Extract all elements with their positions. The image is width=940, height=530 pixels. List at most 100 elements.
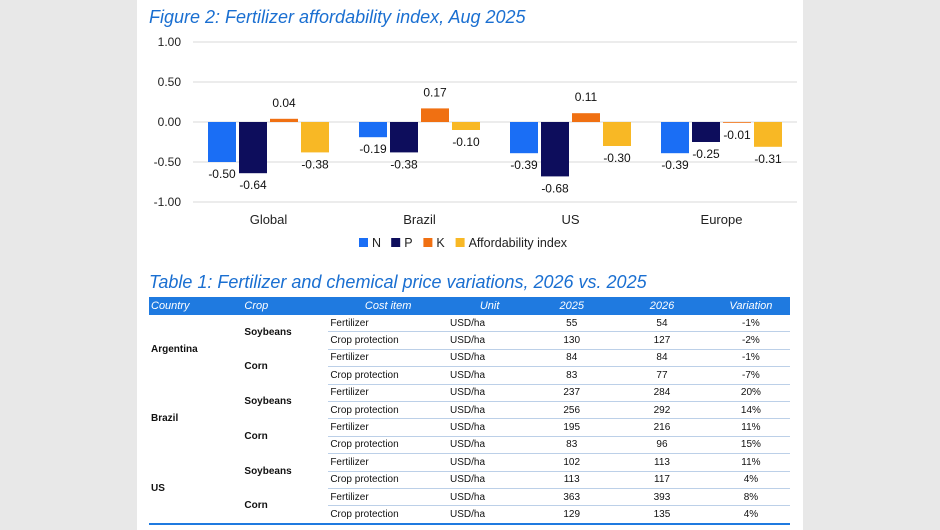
variation-cell: 4% — [711, 471, 790, 489]
bar-value-label: -0.39 — [510, 158, 538, 172]
bar — [603, 122, 631, 146]
crop-cell: Soybeans — [244, 465, 292, 477]
unit-cell: USD/ha — [447, 384, 532, 402]
cost-item-cell: Crop protection — [328, 366, 448, 385]
x-axis-labels: Global Brazil US Europe — [250, 212, 743, 227]
cost-item-cell: Crop protection — [328, 401, 448, 420]
bar — [390, 122, 418, 153]
bar-value-label: -0.50 — [208, 167, 236, 181]
unit-cell: USD/ha — [447, 488, 532, 507]
bar-value-label: -0.68 — [541, 181, 569, 195]
value-2026-cell: 117 — [612, 471, 712, 489]
table-header-row: Country Crop Cost item Unit 2025 2026 Va… — [149, 297, 790, 315]
bar — [270, 118, 298, 122]
value-2025-cell: 237 — [531, 384, 613, 402]
unit-cell: USD/ha — [447, 453, 532, 472]
value-2025-cell: 113 — [531, 471, 613, 489]
y-tick-label: 0.50 — [158, 75, 182, 89]
bar-value-label: -0.19 — [359, 142, 387, 156]
y-axis-ticks: 1.00 0.50 0.00 -0.50 -1.00 — [154, 35, 182, 209]
variation-cell: -2% — [711, 331, 790, 350]
value-2025-cell: 83 — [531, 436, 613, 455]
unit-cell: USD/ha — [447, 331, 532, 350]
header-variation: Variation — [711, 297, 790, 315]
bar-value-label: -0.64 — [239, 178, 267, 192]
table-row: Crop protection USD/ha 83 77 -7% — [149, 366, 790, 385]
cost-item-cell: Fertilizer — [328, 384, 448, 402]
value-2026-cell: 393 — [612, 488, 712, 507]
value-2025-cell: 102 — [531, 453, 613, 472]
header-unit: Unit — [447, 297, 532, 315]
cost-item-cell: Fertilizer — [328, 315, 448, 333]
bar-value-label: 0.11 — [575, 90, 598, 104]
legend-swatch — [423, 238, 433, 247]
bar-chart: 1.000.500.00-0.50-1.00 -0.50-0.640.04-0.… — [154, 35, 797, 250]
cost-item-cell: Fertilizer — [328, 418, 448, 437]
crop-cell: Soybeans — [244, 395, 292, 407]
crop-cell: Corn — [244, 361, 268, 373]
bar-value-label: 0.04 — [272, 96, 296, 110]
table-row: Crop protection USD/ha 129 135 4% — [149, 505, 790, 525]
x-tick-label: Global — [250, 212, 288, 227]
x-tick-label: Brazil — [403, 212, 436, 227]
header-cost-item: Cost item — [328, 297, 448, 315]
value-2025-cell: 256 — [531, 401, 613, 420]
y-tick-label: 0.00 — [158, 115, 182, 129]
unit-cell: USD/ha — [447, 418, 532, 437]
bar — [421, 108, 449, 122]
value-2026-cell: 96 — [612, 436, 712, 455]
chart-legend: N P K Affordability index — [359, 236, 568, 250]
bar-value-label: -0.10 — [452, 135, 480, 149]
bar — [301, 122, 329, 153]
header-2026: 2026 — [612, 297, 712, 315]
unit-cell: USD/ha — [447, 366, 532, 385]
crop-cell: Corn — [244, 430, 268, 442]
legend-swatch — [455, 238, 465, 247]
variation-cell: -7% — [711, 366, 790, 385]
table-row: Corn Fertilizer USD/ha 84 84 -1% — [149, 349, 790, 372]
y-tick-label: 1.00 — [158, 35, 182, 49]
value-2025-cell: 129 — [531, 505, 613, 525]
figure-title: Figure 2: Fertilizer affordability index… — [149, 7, 526, 27]
table-row: Brazil Soybeans Fertilizer USD/ha 237 284 20% — [149, 384, 790, 424]
bar — [541, 122, 569, 177]
unit-cell: USD/ha — [447, 401, 532, 420]
value-2025-cell: 130 — [531, 331, 613, 350]
value-2026-cell: 127 — [612, 331, 712, 350]
value-2026-cell: 54 — [612, 315, 712, 333]
legend-label: K — [436, 236, 445, 250]
bar-value-label: -0.38 — [301, 157, 329, 171]
value-2025-cell: 84 — [531, 349, 613, 368]
header-2025: 2025 — [531, 297, 613, 315]
cost-item-cell: Crop protection — [328, 331, 448, 350]
bar-value-label: -0.01 — [723, 128, 751, 142]
data-labels: -0.50-0.640.04-0.38-0.19-0.380.17-0.10-0… — [208, 85, 782, 195]
cost-item-cell: Fertilizer — [328, 488, 448, 507]
bar — [452, 122, 480, 130]
variation-cell: -1% — [711, 315, 790, 333]
legend-label: Affordability index — [469, 236, 568, 250]
table-row: Argentina Soybeans Fertilizer USD/ha 55 54 -1% — [149, 315, 790, 355]
chart-bars — [208, 108, 782, 177]
country-cell: Brazil — [151, 413, 179, 425]
variation-cell: 15% — [711, 436, 790, 455]
variation-cell: 8% — [711, 488, 790, 507]
table-row: Crop protection USD/ha 256 292 14% — [149, 401, 790, 420]
x-tick-label: Europe — [701, 212, 743, 227]
header-crop: Crop — [242, 297, 329, 315]
header-country: Country — [149, 297, 243, 315]
variation-cell: 20% — [711, 384, 790, 402]
value-2026-cell: 135 — [612, 505, 712, 525]
x-tick-label: US — [561, 212, 579, 227]
table-row: Corn Fertilizer USD/ha 195 216 11% — [149, 418, 790, 442]
variation-cell: 11% — [711, 453, 790, 472]
table-row: Corn Fertilizer USD/ha 363 393 8% — [149, 488, 790, 511]
bar-value-label: -0.38 — [390, 157, 418, 171]
value-2025-cell: 363 — [531, 488, 613, 507]
bar — [754, 122, 782, 147]
value-2025-cell: 55 — [531, 315, 613, 333]
table-row: Crop protection USD/ha 83 96 15% — [149, 436, 790, 455]
value-2026-cell: 284 — [612, 384, 712, 402]
variation-cell: 4% — [711, 505, 790, 525]
legend-swatch — [391, 238, 401, 247]
